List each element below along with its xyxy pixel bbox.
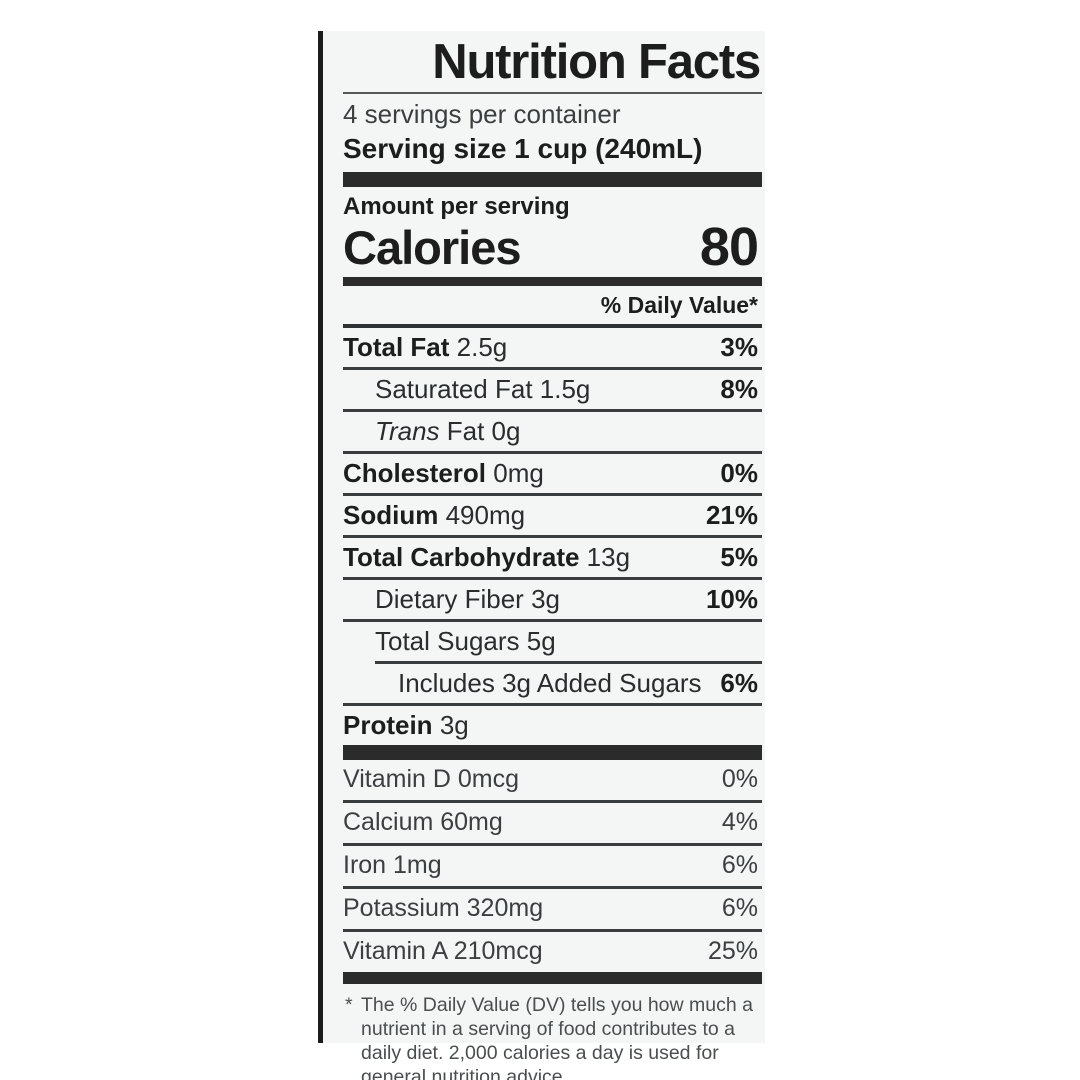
vitamin-row-vitamin-a: Vitamin A 210mcg 25% — [343, 932, 762, 972]
panel-title: Nutrition Facts — [432, 35, 761, 89]
nutrient-name-total-sugars: Total Sugars — [375, 626, 520, 656]
nutrient-name-dietary-fiber: Dietary Fiber — [375, 584, 524, 614]
nutrient-name-cholesterol: Cholesterol — [343, 458, 487, 488]
vitamin-row-potassium: Potassium 320mg 6% — [343, 889, 762, 929]
nutrient-dv-total-carbohydrate: 5% — [720, 542, 758, 572]
footnote-text: The % Daily Value (DV) tells you how muc… — [361, 994, 753, 1080]
rule-iron — [343, 886, 762, 889]
nutrient-row-dietary-fiber: Dietary Fiber 3g 10% — [343, 580, 762, 619]
nutrient-row-total-carbohydrate: Total Carbohydrate 13g 5% — [343, 538, 762, 577]
nutrition-facts-panel: Nutrition Facts 4 servings per container… — [318, 31, 765, 1080]
vitamin-dv-vitamin-d: 0% — [721, 765, 758, 793]
serving-size: Serving size 1 cup (240mL) — [343, 133, 703, 164]
vitamin-name-vitamin-d: Vitamin D 0mcg — [343, 765, 519, 793]
servings-per-container: 4 servings per container — [343, 99, 621, 129]
nutrient-dv-total-fat: 3% — [720, 332, 758, 362]
rule-added-sugars — [343, 703, 762, 706]
vitamin-row-vitamin-d: Vitamin D 0mcg 0% — [343, 760, 762, 800]
vitamin-row-calcium: Calcium 60mg 4% — [343, 803, 762, 843]
nutrient-amount-cholesterol: 0mg — [493, 458, 544, 488]
rule-trans-fat — [343, 451, 762, 454]
rule-potassium — [343, 929, 762, 932]
nutrient-row-total-fat: Total Fat 2.5g 3% — [343, 328, 762, 367]
nutrient-row-total-sugars: Total Sugars 5g — [343, 622, 762, 661]
rule-vitamin-d — [343, 800, 762, 803]
rule-calcium — [343, 843, 762, 846]
nutrient-amount-dietary-fiber: 3g — [531, 584, 560, 614]
vitamin-dv-calcium: 4% — [721, 808, 758, 836]
nutrient-amount-total-carbohydrate: 13g — [586, 542, 631, 572]
rule-total-carbohydrate — [343, 577, 762, 580]
footnote-asterisk: * — [345, 994, 353, 1016]
nutrient-row-sodium: Sodium 490mg 21% — [343, 496, 762, 535]
nutrient-amount-total-sugars: 5g — [526, 626, 556, 656]
nutrient-dv-dietary-fiber: 10% — [705, 584, 758, 614]
nutrient-row-trans-fat: Trans Fat 0g — [343, 412, 762, 451]
vitamin-dv-potassium: 6% — [721, 894, 758, 922]
nutrient-name-sodium: Sodium — [343, 500, 439, 530]
rule-cholesterol — [343, 493, 762, 496]
nutrient-amount-sodium: 490mg — [445, 500, 526, 530]
daily-value-footnote: * The % Daily Value (DV) tells you how m… — [343, 984, 762, 1080]
separator-bar-calories — [343, 277, 762, 286]
rule-sodium — [343, 535, 762, 538]
nutrient-name-added-sugars: Includes 3g Added Sugars — [398, 668, 702, 698]
nutrient-amount-saturated-fat: 1.5g — [539, 374, 591, 404]
nutrient-dv-cholesterol: 0% — [720, 458, 758, 488]
vitamin-dv-vitamin-a: 25% — [707, 937, 758, 965]
calories-value: 80 — [699, 217, 759, 277]
nutrient-name-total-fat: Total Fat — [343, 332, 450, 362]
rule-above-total-fat — [343, 324, 762, 328]
vitamin-name-iron: Iron 1mg — [343, 851, 442, 879]
separator-bar-top — [343, 172, 762, 187]
nutrient-amount-total-fat: 2.5g — [456, 332, 508, 362]
nutrient-row-cholesterol: Cholesterol 0mg 0% — [343, 454, 762, 493]
nutrient-dv-added-sugars: 6% — [720, 668, 758, 698]
nutrient-row-protein: Protein 3g — [343, 706, 762, 745]
rule-total-fat — [343, 367, 762, 370]
calories-row: Calories 80 — [343, 217, 762, 277]
rule-saturated-fat — [343, 409, 762, 412]
rule-total-sugars — [375, 661, 762, 664]
vitamin-name-vitamin-a: Vitamin A 210mcg — [343, 937, 543, 965]
amount-per-serving-label: Amount per serving — [343, 193, 570, 220]
rule-dietary-fiber — [343, 619, 762, 622]
calories-label: Calories — [343, 221, 521, 274]
nutrient-name-protein: Protein — [343, 710, 433, 740]
vitamin-dv-iron: 6% — [721, 851, 758, 879]
nutrient-amount-protein: 3g — [439, 710, 469, 740]
nutrient-row-saturated-fat: Saturated Fat 1.5g 8% — [343, 370, 762, 409]
separator-bar-vitamins — [343, 745, 762, 760]
nutrient-name-total-carbohydrate: Total Carbohydrate — [343, 542, 580, 572]
title-underline — [343, 92, 762, 94]
vitamin-name-calcium: Calcium 60mg — [343, 808, 503, 836]
nutrient-dv-saturated-fat: 8% — [720, 374, 758, 404]
daily-value-header: % Daily Value* — [600, 292, 758, 318]
nutrient-name-saturated-fat: Saturated Fat — [375, 374, 533, 404]
separator-bar-footnote — [343, 972, 762, 984]
nutrient-amount-trans-fat: Fat 0g — [446, 416, 521, 446]
nutrient-row-added-sugars: Includes 3g Added Sugars 6% — [343, 664, 762, 703]
vitamin-row-iron: Iron 1mg 6% — [343, 846, 762, 886]
vitamin-name-potassium: Potassium 320mg — [343, 894, 544, 922]
nutrient-name-trans-fat: Trans — [375, 416, 440, 446]
nutrient-dv-sodium: 21% — [705, 500, 758, 530]
